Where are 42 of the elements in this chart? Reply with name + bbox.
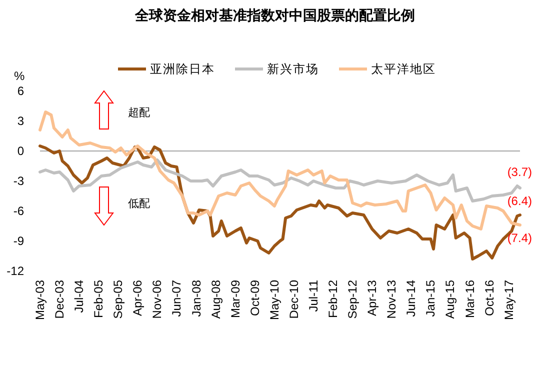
x-tick-label: Nov-13 [384,280,399,319]
annotation: 低配 [128,198,150,210]
x-tick-label: Jun-14 [404,280,418,317]
x-tick-label: Oct-09 [248,280,262,316]
x-tick-label: Sep-12 [346,280,360,319]
x-tick-label: Dec-03 [52,280,67,319]
x-tick-label: Sep-05 [111,280,126,319]
y-tick-label: -12 [6,264,24,278]
y-axis-title: % [14,69,25,83]
x-tick-label: Oct-16 [482,280,496,316]
x-tick-label: May-03 [33,280,47,320]
x-tick-label: Jan-08 [189,280,204,317]
annotation: (6.4) [507,194,532,208]
x-tick-label: Jan-15 [424,280,438,317]
legend-label: 太平洋地区 [371,62,436,76]
x-tick-label: May-17 [502,280,516,320]
x-tick-label: May-10 [267,280,282,320]
x-tick-label: Apr-06 [130,280,145,316]
x-tick-label: Nov-06 [150,280,164,319]
y-tick-label: -9 [13,234,24,248]
x-tick-label: Apr-13 [365,280,380,316]
y-tick-label: -6 [13,204,24,218]
x-tick-label: Jul-11 [306,280,320,312]
x-tick-label: Feb-05 [92,280,106,318]
legend-label: 亚洲除日本 [150,62,215,76]
y-tick-label: -3 [13,174,24,188]
chart-title: 全球资金相对基准指数对中国股票的配置比例 [134,7,415,23]
x-tick-label: Mar-09 [228,280,242,318]
y-tick-label: 6 [17,84,24,98]
x-tick-label: Aug-08 [208,280,223,319]
annotation: (3.7) [507,165,532,179]
annotation: 超配 [128,107,150,119]
x-tick-label: Mar-16 [462,280,477,318]
x-tick-label: Feb-12 [326,280,340,318]
x-tick-label: Jul-04 [72,280,86,313]
x-tick-label: Jun-07 [170,280,184,317]
x-tick-label: Dec-10 [286,280,301,319]
legend-label: 新兴市场 [267,62,319,76]
y-tick-label: 3 [17,114,24,128]
annotation: (7.4) [507,231,532,245]
x-tick-label: Aug-15 [443,280,458,319]
y-tick-label: 0 [17,144,24,158]
